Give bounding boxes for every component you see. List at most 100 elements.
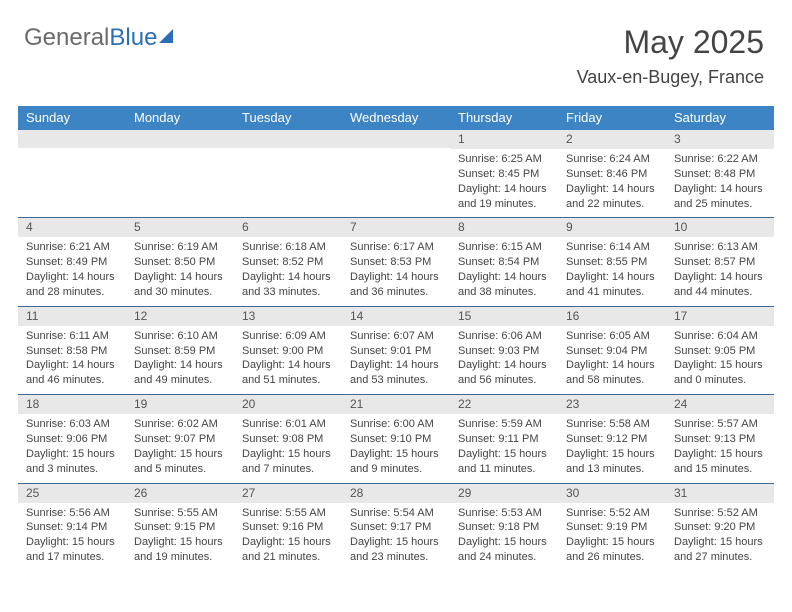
sunset-text: Sunset: 8:58 PM (26, 344, 118, 359)
day-cell (342, 130, 450, 217)
sunset-text: Sunset: 9:12 PM (566, 432, 658, 447)
day-number: 11 (18, 307, 126, 326)
sunrise-text: Sunrise: 6:25 AM (458, 152, 550, 167)
day-body: Sunrise: 5:55 AMSunset: 9:16 PMDaylight:… (234, 503, 342, 571)
day-number: 15 (450, 307, 558, 326)
sunset-text: Sunset: 8:53 PM (350, 255, 442, 270)
daylight-text: Daylight: 15 hours and 21 minutes. (242, 535, 334, 565)
day-number (234, 130, 342, 148)
sunrise-text: Sunrise: 6:15 AM (458, 240, 550, 255)
day-body: Sunrise: 6:22 AMSunset: 8:48 PMDaylight:… (666, 149, 774, 217)
day-body: Sunrise: 6:15 AMSunset: 8:54 PMDaylight:… (450, 237, 558, 305)
day-body: Sunrise: 6:03 AMSunset: 9:06 PMDaylight:… (18, 414, 126, 482)
day-cell: 9Sunrise: 6:14 AMSunset: 8:55 PMDaylight… (558, 218, 666, 305)
daylight-text: Daylight: 15 hours and 27 minutes. (674, 535, 766, 565)
day-body: Sunrise: 6:13 AMSunset: 8:57 PMDaylight:… (666, 237, 774, 305)
sunrise-text: Sunrise: 5:55 AM (242, 506, 334, 521)
sunset-text: Sunset: 8:45 PM (458, 167, 550, 182)
day-cell: 11Sunrise: 6:11 AMSunset: 8:58 PMDayligh… (18, 307, 126, 394)
month-title: May 2025 (577, 24, 764, 61)
day-number: 5 (126, 218, 234, 237)
sunrise-text: Sunrise: 5:53 AM (458, 506, 550, 521)
sunrise-text: Sunrise: 6:00 AM (350, 417, 442, 432)
daylight-text: Daylight: 14 hours and 51 minutes. (242, 358, 334, 388)
dow-label: Wednesday (342, 106, 450, 130)
day-cell (126, 130, 234, 217)
day-number: 20 (234, 395, 342, 414)
day-number (126, 130, 234, 148)
day-cell: 1Sunrise: 6:25 AMSunset: 8:45 PMDaylight… (450, 130, 558, 217)
daylight-text: Daylight: 14 hours and 58 minutes. (566, 358, 658, 388)
day-number: 4 (18, 218, 126, 237)
day-body: Sunrise: 6:05 AMSunset: 9:04 PMDaylight:… (558, 326, 666, 394)
day-number (342, 130, 450, 148)
sunset-text: Sunset: 8:50 PM (134, 255, 226, 270)
sunset-text: Sunset: 9:20 PM (674, 520, 766, 535)
day-cell: 31Sunrise: 5:52 AMSunset: 9:20 PMDayligh… (666, 484, 774, 571)
day-cell: 12Sunrise: 6:10 AMSunset: 8:59 PMDayligh… (126, 307, 234, 394)
day-cell: 17Sunrise: 6:04 AMSunset: 9:05 PMDayligh… (666, 307, 774, 394)
sunset-text: Sunset: 8:57 PM (674, 255, 766, 270)
day-body: Sunrise: 5:52 AMSunset: 9:20 PMDaylight:… (666, 503, 774, 571)
day-cell: 24Sunrise: 5:57 AMSunset: 9:13 PMDayligh… (666, 395, 774, 482)
sunrise-text: Sunrise: 6:14 AM (566, 240, 658, 255)
day-cell: 3Sunrise: 6:22 AMSunset: 8:48 PMDaylight… (666, 130, 774, 217)
sunset-text: Sunset: 9:17 PM (350, 520, 442, 535)
sunset-text: Sunset: 9:14 PM (26, 520, 118, 535)
sunset-text: Sunset: 9:06 PM (26, 432, 118, 447)
day-body: Sunrise: 6:06 AMSunset: 9:03 PMDaylight:… (450, 326, 558, 394)
day-body: Sunrise: 5:54 AMSunset: 9:17 PMDaylight:… (342, 503, 450, 571)
daylight-text: Daylight: 15 hours and 0 minutes. (674, 358, 766, 388)
daylight-text: Daylight: 14 hours and 56 minutes. (458, 358, 550, 388)
logo-triangle-icon (159, 29, 173, 43)
sunset-text: Sunset: 9:11 PM (458, 432, 550, 447)
daylight-text: Daylight: 15 hours and 17 minutes. (26, 535, 118, 565)
day-body: Sunrise: 6:04 AMSunset: 9:05 PMDaylight:… (666, 326, 774, 394)
sunrise-text: Sunrise: 5:57 AM (674, 417, 766, 432)
week-row: 11Sunrise: 6:11 AMSunset: 8:58 PMDayligh… (18, 306, 774, 394)
sunrise-text: Sunrise: 5:59 AM (458, 417, 550, 432)
day-body: Sunrise: 6:10 AMSunset: 8:59 PMDaylight:… (126, 326, 234, 394)
day-body (126, 148, 234, 208)
logo-text-1: General (24, 24, 109, 52)
sunset-text: Sunset: 9:01 PM (350, 344, 442, 359)
day-body: Sunrise: 6:02 AMSunset: 9:07 PMDaylight:… (126, 414, 234, 482)
day-number: 1 (450, 130, 558, 149)
day-number: 14 (342, 307, 450, 326)
daylight-text: Daylight: 15 hours and 9 minutes. (350, 447, 442, 477)
day-body: Sunrise: 6:18 AMSunset: 8:52 PMDaylight:… (234, 237, 342, 305)
day-number: 19 (126, 395, 234, 414)
day-cell: 25Sunrise: 5:56 AMSunset: 9:14 PMDayligh… (18, 484, 126, 571)
day-number: 28 (342, 484, 450, 503)
day-cell: 4Sunrise: 6:21 AMSunset: 8:49 PMDaylight… (18, 218, 126, 305)
daylight-text: Daylight: 15 hours and 3 minutes. (26, 447, 118, 477)
day-body: Sunrise: 6:11 AMSunset: 8:58 PMDaylight:… (18, 326, 126, 394)
sunset-text: Sunset: 8:52 PM (242, 255, 334, 270)
day-number: 6 (234, 218, 342, 237)
day-cell: 28Sunrise: 5:54 AMSunset: 9:17 PMDayligh… (342, 484, 450, 571)
sunrise-text: Sunrise: 6:07 AM (350, 329, 442, 344)
day-number: 12 (126, 307, 234, 326)
day-body: Sunrise: 6:17 AMSunset: 8:53 PMDaylight:… (342, 237, 450, 305)
day-number: 27 (234, 484, 342, 503)
sunset-text: Sunset: 9:13 PM (674, 432, 766, 447)
daylight-text: Daylight: 14 hours and 19 minutes. (458, 182, 550, 212)
day-cell: 14Sunrise: 6:07 AMSunset: 9:01 PMDayligh… (342, 307, 450, 394)
day-body (342, 148, 450, 208)
day-body: Sunrise: 5:52 AMSunset: 9:19 PMDaylight:… (558, 503, 666, 571)
sunset-text: Sunset: 9:15 PM (134, 520, 226, 535)
day-number: 7 (342, 218, 450, 237)
sunset-text: Sunset: 9:08 PM (242, 432, 334, 447)
sunset-text: Sunset: 8:55 PM (566, 255, 658, 270)
daylight-text: Daylight: 14 hours and 46 minutes. (26, 358, 118, 388)
day-number: 23 (558, 395, 666, 414)
day-body: Sunrise: 6:25 AMSunset: 8:45 PMDaylight:… (450, 149, 558, 217)
dow-row: SundayMondayTuesdayWednesdayThursdayFrid… (18, 106, 774, 130)
week-row: 1Sunrise: 6:25 AMSunset: 8:45 PMDaylight… (18, 130, 774, 217)
day-cell: 13Sunrise: 6:09 AMSunset: 9:00 PMDayligh… (234, 307, 342, 394)
day-number: 26 (126, 484, 234, 503)
day-cell: 6Sunrise: 6:18 AMSunset: 8:52 PMDaylight… (234, 218, 342, 305)
sunrise-text: Sunrise: 6:06 AM (458, 329, 550, 344)
day-cell: 2Sunrise: 6:24 AMSunset: 8:46 PMDaylight… (558, 130, 666, 217)
day-body (18, 148, 126, 208)
